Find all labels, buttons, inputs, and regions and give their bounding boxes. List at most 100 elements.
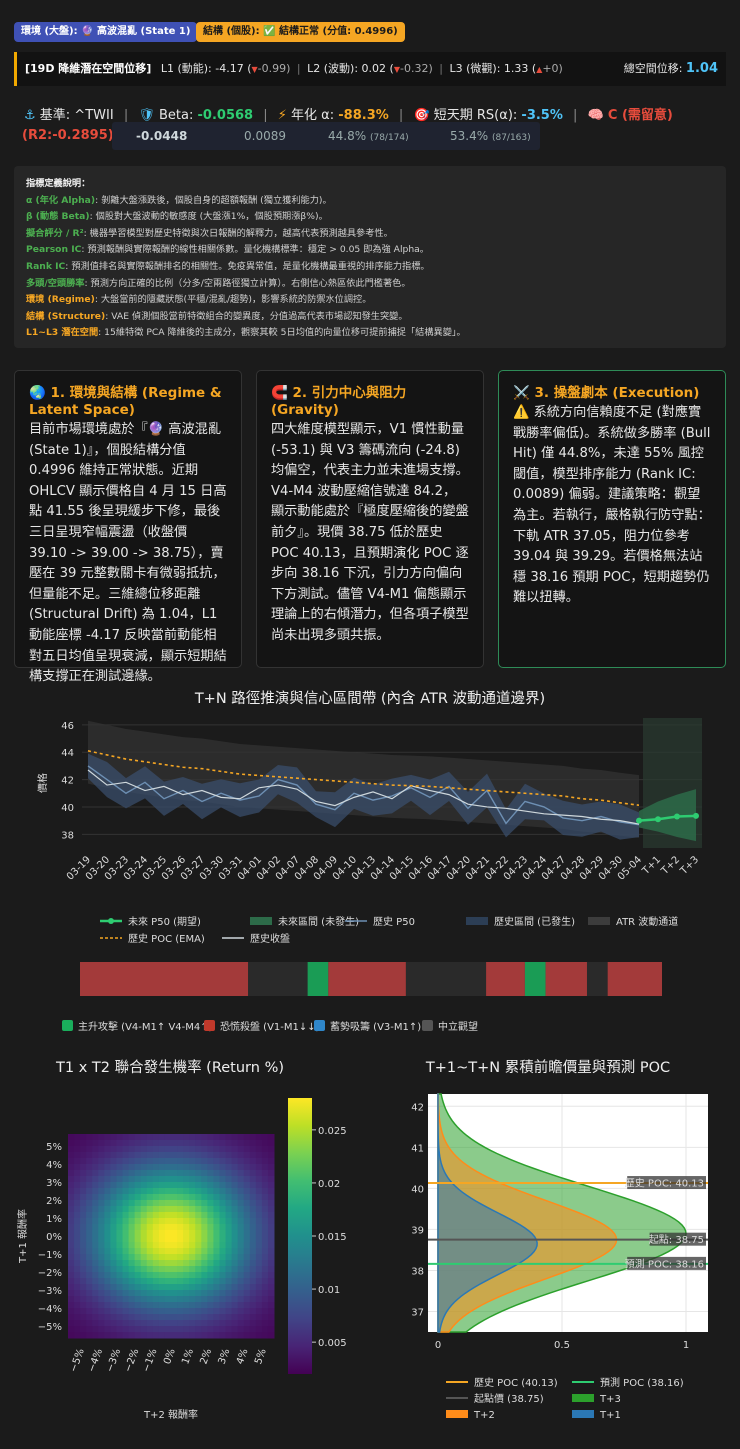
heatmap-cell [183,1284,190,1291]
heatmap-cell [267,1272,275,1279]
heatmap-cell [207,1326,214,1333]
heatmap-cell [201,1206,208,1213]
heatmap-cell [68,1290,75,1297]
heatmap-cell [189,1230,196,1237]
heatmap-cell [213,1326,220,1333]
heatmap-x-tick: 5% [253,1347,269,1366]
heatmap-cell [237,1296,245,1303]
heatmap-x-tick: −4% [86,1347,105,1374]
heatmap-cell [249,1236,257,1243]
heatmap-cell [267,1302,275,1309]
heatmap-cell [267,1296,275,1303]
heatmap-cell [92,1158,99,1165]
heatmap-cell [128,1212,136,1219]
heatmap-cell [219,1314,227,1321]
heatmap-cell [146,1164,154,1171]
heatmap-cell [122,1218,130,1225]
heatmap-cell [164,1272,172,1279]
heatmap-cell [146,1242,154,1249]
heatmap-cell [213,1260,220,1267]
heatmap-cell [110,1146,117,1153]
heatmap-cell [116,1224,124,1231]
heatmap-cell [267,1236,275,1243]
heatmap-cell [213,1242,220,1249]
heatmap-cell [128,1164,136,1171]
heatmap-cell [189,1290,196,1297]
heatmap-cell [207,1194,214,1201]
heatmap-cell [201,1176,208,1183]
heatmap-cell [68,1326,75,1333]
heatmap-cell [207,1296,214,1303]
heatmap-cell [231,1146,239,1153]
heatmap-cell [177,1284,184,1291]
heatmap-cell [207,1212,214,1219]
heatmap-cell [177,1212,184,1219]
heatmap-cell [68,1260,75,1267]
heatmap-cell [92,1218,99,1225]
heatmap-cell [237,1152,245,1159]
heatmap-cell [189,1224,196,1231]
heatmap-cell [134,1218,142,1225]
heatmap-cell [104,1188,111,1195]
heatmap-cell [183,1206,190,1213]
heatmap-cell [152,1218,160,1225]
heatmap-cell [261,1140,269,1147]
heatmap-cell [164,1158,172,1165]
heatmap-cell [104,1176,111,1183]
heatmap-cell [80,1278,87,1285]
heatmap-cell [164,1200,172,1207]
heatmap-cell [152,1302,160,1309]
heatmap-cell [86,1212,93,1219]
heatmap-cell [207,1164,214,1171]
heatmap-cell [80,1254,87,1261]
heatmap-cell [134,1158,142,1165]
heatmap-cell [116,1134,124,1141]
y-axis-label: 價格 [36,773,49,793]
definition-text: : 機器學習模型對歷史特徵與次日報酬的解釋力，越高代表預測越具參考性。 [83,227,393,239]
heatmap-cell [74,1284,81,1291]
heatmap-cell [213,1296,220,1303]
heatmap-cell [237,1266,245,1273]
heatmap-cell [122,1212,130,1219]
heatmap-cell [146,1158,154,1165]
heatmap-cell [122,1254,130,1261]
heatmap-cell [201,1212,208,1219]
heatmap-cell [261,1146,269,1153]
heatmap-cell [195,1200,202,1207]
heatmap-cell [86,1164,93,1171]
heatmap-cell [134,1296,142,1303]
heatmap-cell [183,1242,190,1249]
heatmap-cell [267,1290,275,1297]
target-icon: 🎯 [413,108,430,123]
heatmap-cell [231,1242,239,1249]
heatmap-cell [243,1290,251,1297]
heatmap-cell [122,1182,130,1189]
heatmap-cell [152,1146,160,1153]
heatmap-cell [249,1170,257,1177]
heatmap-cell [189,1200,196,1207]
heatmap-cell [225,1212,233,1219]
heatmap-cell [128,1176,136,1183]
heatmap-cell [158,1278,166,1285]
heatmap-cell [74,1296,81,1303]
heatmap-cell [86,1332,93,1339]
rank-ic: 0.0089 [244,129,286,143]
heatmap-cell [86,1224,93,1231]
heatmap-cell [140,1188,148,1195]
heatmap-cell [140,1218,148,1225]
heatmap-cell [213,1206,220,1213]
heatmap-cell [231,1200,239,1207]
heatmap-cell [68,1278,75,1285]
heatmap-cell [255,1266,263,1273]
vp-y-tick: 41 [411,1143,424,1154]
heatmap-cell [171,1314,178,1321]
heatmap-cell [207,1206,214,1213]
regime-legend-label: 蓄勢吸籌 (V3-M1↑) [330,1020,421,1033]
heatmap-cell [183,1170,190,1177]
heatmap-cell [231,1224,239,1231]
heatmap-cell [158,1320,166,1327]
vp-legend-label: 起點價 (38.75) [474,1392,544,1405]
heatmap-cell [183,1158,190,1165]
heatmap-cell [134,1224,142,1231]
path-chart: T+N 路徑推演與信心區間帶 (內含 ATR 波動通道邊界) 價格 38 40 42 44… [36,690,702,1033]
